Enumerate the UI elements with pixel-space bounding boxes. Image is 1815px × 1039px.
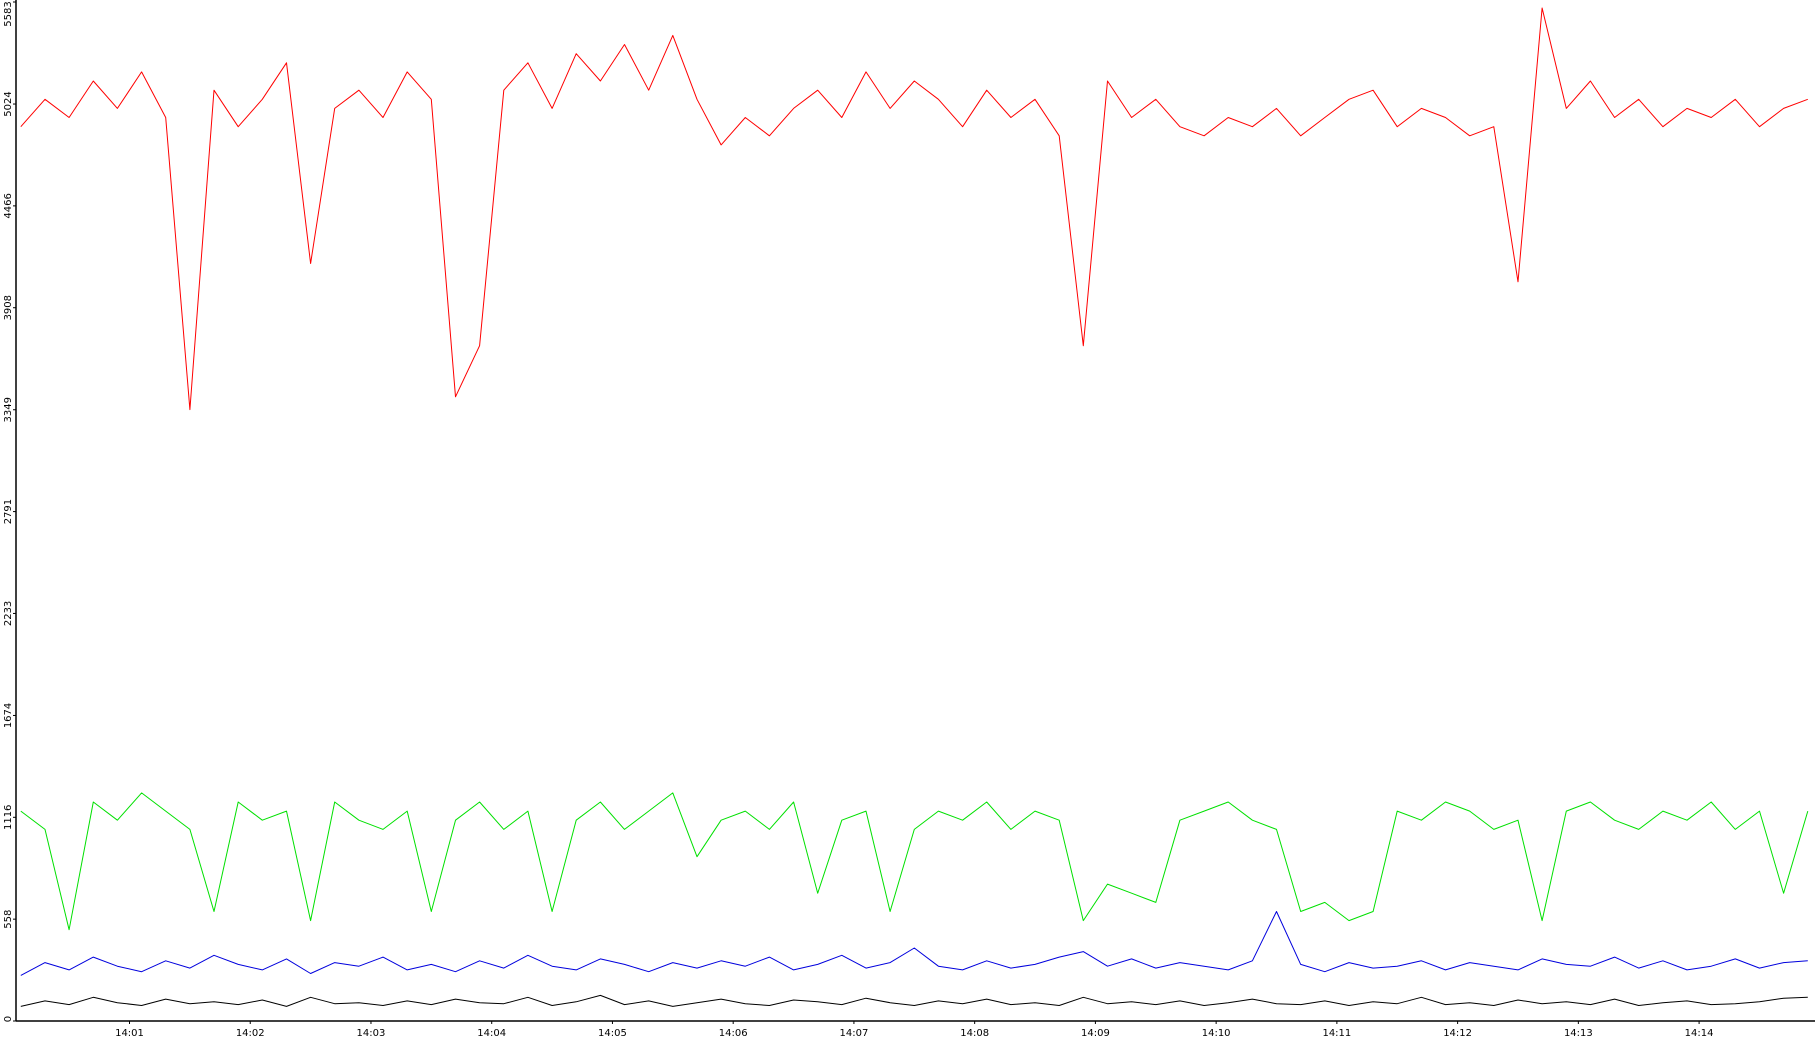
x-tick-label: 14:08 bbox=[960, 1028, 989, 1039]
y-tick-label: 3349 bbox=[3, 397, 14, 422]
x-tick-label: 14:07 bbox=[840, 1028, 869, 1039]
plot-area bbox=[20, 7, 1809, 1007]
y-tick-label: 3908 bbox=[3, 295, 14, 320]
y-tick-label: 4466 bbox=[3, 193, 14, 218]
series-line bbox=[20, 7, 1808, 411]
series-line bbox=[20, 911, 1808, 976]
x-tick-label: 14:02 bbox=[236, 1028, 265, 1039]
series-line bbox=[20, 994, 1808, 1007]
y-tick-label: 558 bbox=[3, 910, 14, 929]
x-tick-label: 14:10 bbox=[1202, 1028, 1231, 1039]
x-tick-label: 14:11 bbox=[1322, 1028, 1351, 1039]
x-tick-label: 14:09 bbox=[1081, 1028, 1110, 1039]
x-tick-label: 14:12 bbox=[1443, 1028, 1472, 1039]
axes: 0 558 1116 1674 2233 2791 3349 3908 4466 5024 5583… bbox=[3, 0, 1815, 1039]
x-tick-label: 14:06 bbox=[719, 1028, 748, 1039]
x-tick-label: 14:14 bbox=[1685, 1028, 1714, 1039]
y-tick-label: 2233 bbox=[3, 601, 14, 626]
y-tick-label: 5583 bbox=[3, 1, 14, 26]
x-tick-label: 14:04 bbox=[477, 1028, 506, 1039]
y-tick-label: 5024 bbox=[3, 91, 14, 116]
x-tick-label: 14:03 bbox=[357, 1028, 386, 1039]
y-tick-label: 1674 bbox=[3, 703, 14, 728]
y-tick-label: 2791 bbox=[3, 499, 14, 524]
x-tick-label: 14:13 bbox=[1564, 1028, 1593, 1039]
y-tick-label: 0 bbox=[3, 1016, 14, 1022]
x-tick-label: 14:01 bbox=[115, 1028, 144, 1039]
x-tick-label: 14:05 bbox=[598, 1028, 627, 1039]
series-line bbox=[20, 792, 1809, 931]
y-tick-label: 1116 bbox=[3, 805, 14, 830]
